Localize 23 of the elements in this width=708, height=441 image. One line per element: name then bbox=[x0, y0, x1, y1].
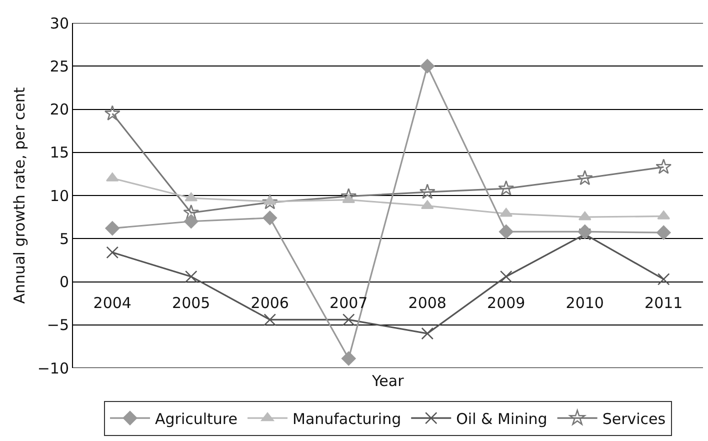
legend-label: Services bbox=[602, 410, 666, 428]
legend-label: Agriculture bbox=[155, 410, 238, 428]
x-tick-label: 2010 bbox=[566, 294, 604, 312]
x-tick-label: 2007 bbox=[330, 294, 368, 312]
x-tick-label: 2011 bbox=[644, 294, 683, 312]
y-tick-label: 25 bbox=[50, 57, 69, 76]
x-tick-label: 2005 bbox=[172, 294, 210, 312]
x-tick-label: 2004 bbox=[93, 294, 132, 312]
y-tick-label: 10 bbox=[50, 186, 69, 205]
x-axis-title: Year bbox=[371, 372, 405, 390]
y-tick-label: 30 bbox=[50, 14, 69, 32]
x-tick-label: 2006 bbox=[250, 294, 289, 312]
y-axis-title: Annual growth rate, per cent bbox=[10, 87, 29, 304]
y-tick-label: 5 bbox=[59, 230, 69, 248]
y-tick-label: 0 bbox=[59, 273, 69, 291]
y-tick-label: −10 bbox=[37, 359, 69, 378]
legend-label: Manufacturing bbox=[292, 410, 402, 428]
y-tick-label: 15 bbox=[50, 144, 69, 162]
x-tick-label: 2008 bbox=[408, 294, 446, 312]
y-tick-label: 20 bbox=[50, 100, 69, 118]
legend-label: Oil & Mining bbox=[456, 410, 548, 428]
y-tick-label: −5 bbox=[46, 316, 69, 334]
x-tick-label: 2009 bbox=[487, 294, 526, 312]
